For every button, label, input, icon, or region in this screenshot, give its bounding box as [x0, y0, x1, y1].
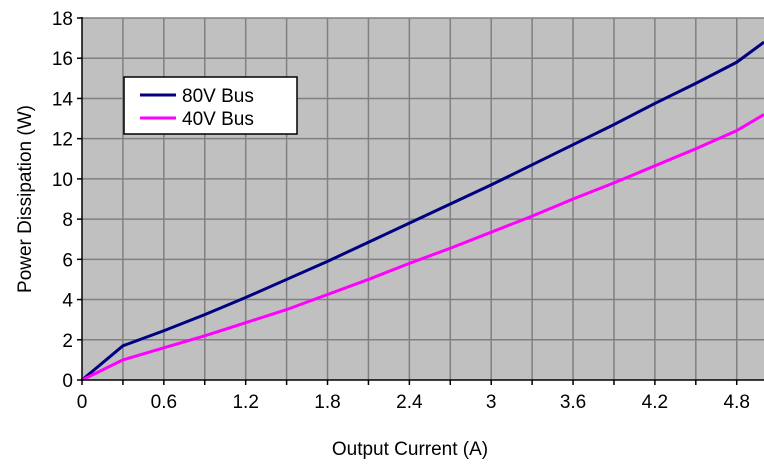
- y-axis-title: Power Dissipation (W): [15, 105, 36, 293]
- legend-label-40v: 40V Bus: [182, 109, 254, 130]
- x-tick-label: 2.4: [396, 392, 423, 413]
- y-tick-label: 10: [52, 170, 73, 191]
- x-tick-label: 1.2: [232, 392, 258, 413]
- x-tick-labels: 0 0.6 1.2 1.8 2.4 3 3.6 4.2 4.8: [77, 392, 750, 413]
- legend: 80V Bus 40V Bus: [123, 76, 298, 135]
- x-tick-label: 0.6: [151, 392, 177, 413]
- plot-area: [82, 18, 764, 380]
- y-tick-label: 16: [52, 49, 73, 70]
- x-tick-label: 3: [486, 392, 497, 413]
- y-tick-label: 12: [52, 130, 73, 151]
- series-line-40v-bus: [81, 113, 764, 382]
- y-tick-label: 2: [62, 331, 73, 352]
- y-tick-label: 4: [62, 291, 73, 312]
- x-tick-label: 0: [77, 392, 88, 413]
- x-axis-title: Output Current (A): [332, 439, 488, 460]
- x-tick-label: 1.8: [314, 392, 340, 413]
- series-lines: [81, 40, 764, 382]
- y-tick-labels: 0 2 4 6 8 10 12 14 16 18: [52, 9, 74, 392]
- x-tick-label: 4.2: [642, 392, 668, 413]
- axes: [77, 17, 764, 385]
- legend-box: [123, 76, 298, 135]
- y-tick-label: 8: [62, 210, 73, 231]
- grid-lines: [82, 17, 764, 380]
- series-line-80v-bus: [81, 40, 764, 382]
- x-tick-label: 3.6: [560, 392, 586, 413]
- x-tick-label: 4.8: [724, 392, 750, 413]
- y-tick-label: 14: [52, 89, 74, 110]
- y-tick-label: 18: [52, 9, 73, 30]
- legend-label-80v: 80V Bus: [182, 86, 254, 107]
- y-tick-label: 6: [62, 250, 73, 271]
- y-tick-label: 0: [62, 371, 73, 392]
